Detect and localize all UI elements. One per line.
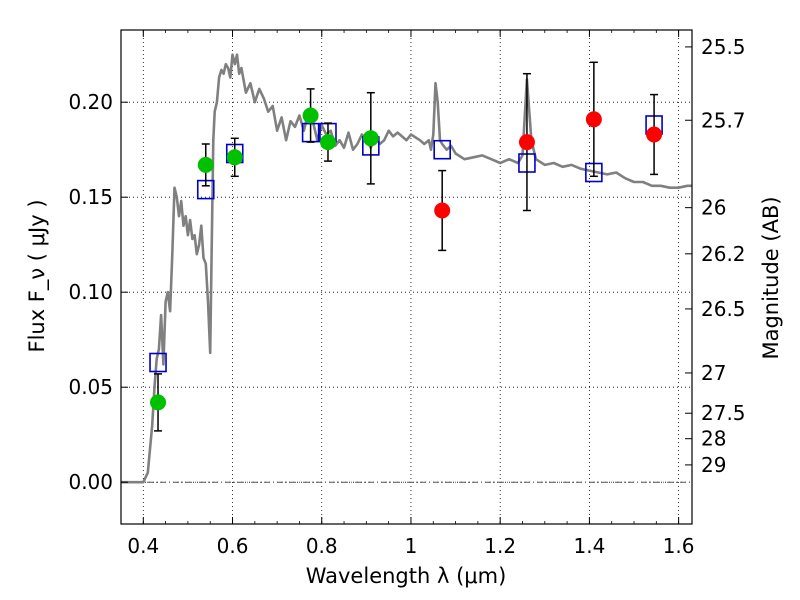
optical-flux-point bbox=[150, 394, 167, 411]
nir-flux-point bbox=[434, 202, 451, 219]
x-tick-label: 0.4 bbox=[127, 534, 159, 558]
mag-tick-label: 26.2 bbox=[701, 242, 746, 266]
x-tick-label: 0.6 bbox=[217, 534, 249, 558]
grid-layer bbox=[121, 30, 692, 524]
optical-flux-point bbox=[362, 130, 379, 147]
optical-flux-point bbox=[226, 149, 243, 166]
optical-flux-point bbox=[319, 134, 336, 151]
x-tick-label: 0.8 bbox=[306, 534, 338, 558]
mag-tick-label: 25.7 bbox=[701, 108, 746, 132]
x-tick-label: 1 bbox=[405, 534, 418, 558]
mag-tick-label: 28 bbox=[701, 427, 726, 451]
nir-flux-point bbox=[585, 111, 602, 128]
y-tick-label: 0.00 bbox=[68, 470, 113, 494]
mag-tick-label: 25.5 bbox=[701, 35, 746, 59]
plot-frame bbox=[120, 29, 693, 525]
plot-area bbox=[121, 53, 692, 484]
mag-tick-label: 27.5 bbox=[701, 401, 746, 425]
tick-layer: 0.4 0.6 0.8 1 1.2 1.4 1.6 0.00 0.05 0.10 0.15 0.20 2… bbox=[68, 30, 746, 558]
mag-tick-label: 26.5 bbox=[701, 297, 746, 321]
model-flux-square bbox=[433, 139, 451, 160]
x-tick-label: 1.4 bbox=[573, 534, 605, 558]
nir-flux-point bbox=[646, 126, 663, 143]
optical-flux-point bbox=[302, 107, 319, 124]
model-flux-square bbox=[149, 352, 167, 373]
y-axis-right-label: Magnitude (AB) bbox=[759, 196, 783, 359]
y-tick-label: 0.15 bbox=[68, 185, 113, 209]
mag-tick-label: 29 bbox=[701, 453, 726, 477]
mag-tick-label: 27 bbox=[701, 361, 726, 385]
x-tick-label: 1.2 bbox=[484, 534, 516, 558]
y-axis-label: Flux F_ν ( μJy ) bbox=[25, 199, 50, 352]
optical-flux-point bbox=[197, 156, 214, 173]
mag-tick-label: 26 bbox=[701, 196, 726, 220]
y-tick-label: 0.10 bbox=[68, 280, 113, 304]
y-tick-label: 0.20 bbox=[68, 90, 113, 114]
y-tick-label: 0.05 bbox=[68, 375, 113, 399]
x-axis-label: Wavelength λ (μm) bbox=[306, 564, 507, 588]
data-layer bbox=[121, 53, 692, 484]
x-tick-label: 1.6 bbox=[663, 534, 695, 558]
nir-flux-point bbox=[518, 134, 535, 151]
